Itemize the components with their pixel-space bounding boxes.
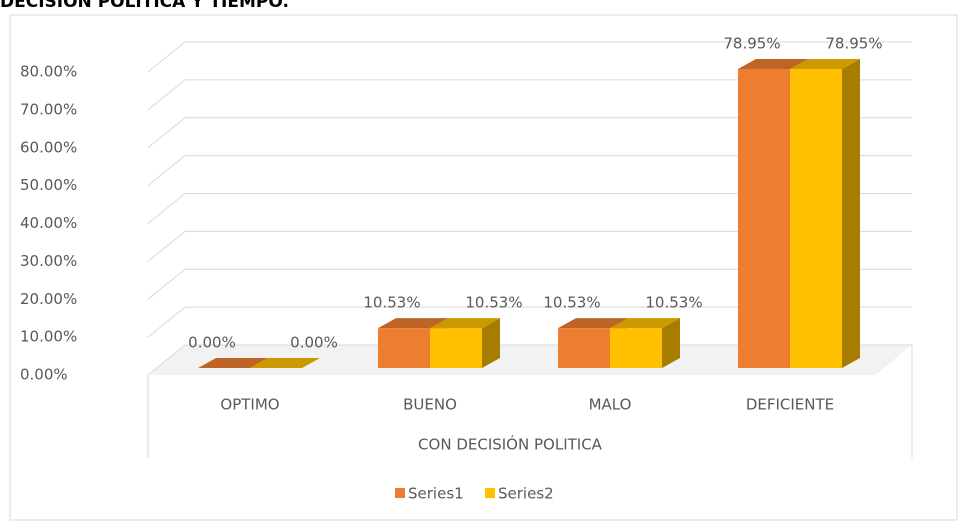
bar-face	[430, 328, 482, 368]
chart-title: DECISION POLITICA Y TIEMPO.	[0, 0, 289, 12]
data-label: 10.53%	[465, 294, 522, 312]
x-axis-title: CON DECISIÓN POLITICA	[418, 435, 603, 454]
grid-line	[147, 41, 912, 73]
y-tick-label: 20.00%	[20, 290, 77, 308]
bar-face	[430, 318, 500, 329]
y-tick-label: 60.00%	[20, 138, 77, 156]
legend-label: Series1	[408, 485, 464, 503]
legend-swatch	[485, 488, 495, 498]
bar-face	[482, 318, 500, 368]
grid-line	[147, 117, 912, 149]
legend-swatch	[395, 488, 405, 498]
y-tick-label: 70.00%	[20, 100, 77, 118]
grid-line	[147, 268, 912, 300]
x-tick-label: OPTIMO	[220, 396, 279, 414]
data-label: 0.00%	[188, 334, 236, 352]
bar-face	[378, 328, 430, 368]
y-tick-label: 10.00%	[20, 328, 77, 346]
bar-face	[790, 68, 842, 369]
data-label: 10.53%	[363, 294, 420, 312]
bar-face	[610, 328, 662, 368]
x-tick-label: MALO	[589, 396, 632, 414]
grid-line	[147, 79, 912, 111]
y-tick-label: 80.00%	[20, 63, 77, 81]
data-label: 10.53%	[543, 294, 600, 312]
data-label: 10.53%	[645, 294, 702, 312]
data-label: 78.95%	[723, 34, 780, 52]
floor	[148, 345, 912, 375]
y-tick-label: 30.00%	[20, 252, 77, 270]
bar-face	[790, 58, 860, 69]
bar-face	[250, 358, 320, 368]
y-tick-label: 0.00%	[20, 366, 68, 384]
y-tick-label: 40.00%	[20, 214, 77, 232]
bar	[610, 318, 680, 368]
y-tick-label: 50.00%	[20, 176, 77, 194]
bar-face	[378, 318, 448, 329]
bar-face	[198, 358, 268, 368]
grid-line	[147, 230, 912, 262]
x-tick-label: BUENO	[403, 396, 457, 414]
x-tick-label: DEFICIENTE	[746, 396, 834, 414]
bar	[790, 58, 860, 369]
grid-line	[147, 306, 912, 338]
grid-line	[147, 193, 912, 224]
bar-face	[558, 318, 628, 329]
legend-label: Series2	[498, 485, 554, 503]
bar-face	[738, 68, 790, 369]
data-label: 78.95%	[825, 34, 882, 52]
bar-face	[558, 328, 610, 368]
bar	[430, 318, 500, 368]
bar-face	[738, 58, 808, 69]
bar	[250, 358, 320, 368]
data-label: 0.00%	[290, 334, 338, 352]
bar	[198, 358, 268, 368]
grid-line	[147, 155, 912, 187]
bar-face	[610, 318, 680, 329]
bar-face	[842, 58, 860, 369]
bar-face	[662, 318, 680, 368]
